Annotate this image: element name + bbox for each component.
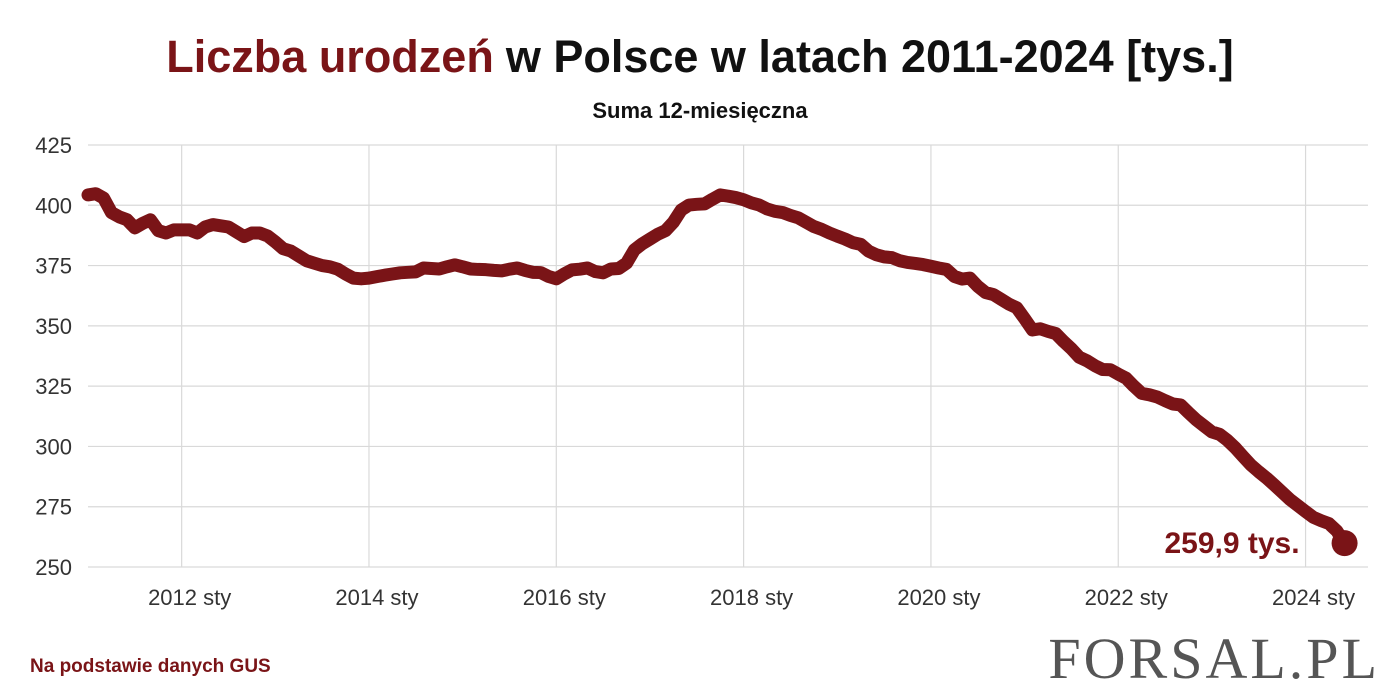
plot: 259,9 tys. bbox=[81, 187, 1358, 560]
y-tick-label: 250 bbox=[35, 555, 72, 580]
data-line bbox=[81, 187, 1352, 550]
y-tick-label: 275 bbox=[35, 495, 72, 520]
x-tick-label: 2024 sty bbox=[1272, 585, 1355, 610]
chart-subtitle: Suma 12-miesięczna bbox=[592, 98, 808, 123]
y-tick-label: 350 bbox=[35, 314, 72, 339]
x-tick-label: 2012 sty bbox=[148, 585, 231, 610]
source-note: Na podstawie danych GUS bbox=[30, 656, 271, 677]
x-tick-label: 2022 sty bbox=[1085, 585, 1168, 610]
end-point bbox=[1331, 530, 1358, 557]
x-tick-label: 2018 sty bbox=[710, 585, 793, 610]
x-tick-label: 2016 sty bbox=[523, 585, 606, 610]
y-tick-label: 425 bbox=[35, 133, 72, 158]
y-tick-label: 325 bbox=[35, 374, 72, 399]
title-rest: w Polsce w latach 2011-2024 [tys.] bbox=[505, 31, 1234, 82]
logo: FORSAL.PL bbox=[1048, 626, 1380, 691]
value-label: 259,9 tys. bbox=[1164, 527, 1299, 560]
chart-title: Liczba urodzeń w Polsce w latach 2011-202… bbox=[166, 31, 1233, 82]
grid: 250 275 300 325 350 375 400 425 2012 sty 2014 sty… bbox=[35, 133, 1368, 610]
x-tick-label: 2014 sty bbox=[335, 585, 418, 610]
x-tick-label: 2020 sty bbox=[897, 585, 980, 610]
y-tick-label: 300 bbox=[35, 434, 72, 459]
y-tick-label: 375 bbox=[35, 254, 72, 279]
title-highlight: Liczba urodzeń bbox=[166, 31, 494, 82]
y-tick-label: 400 bbox=[35, 193, 72, 218]
